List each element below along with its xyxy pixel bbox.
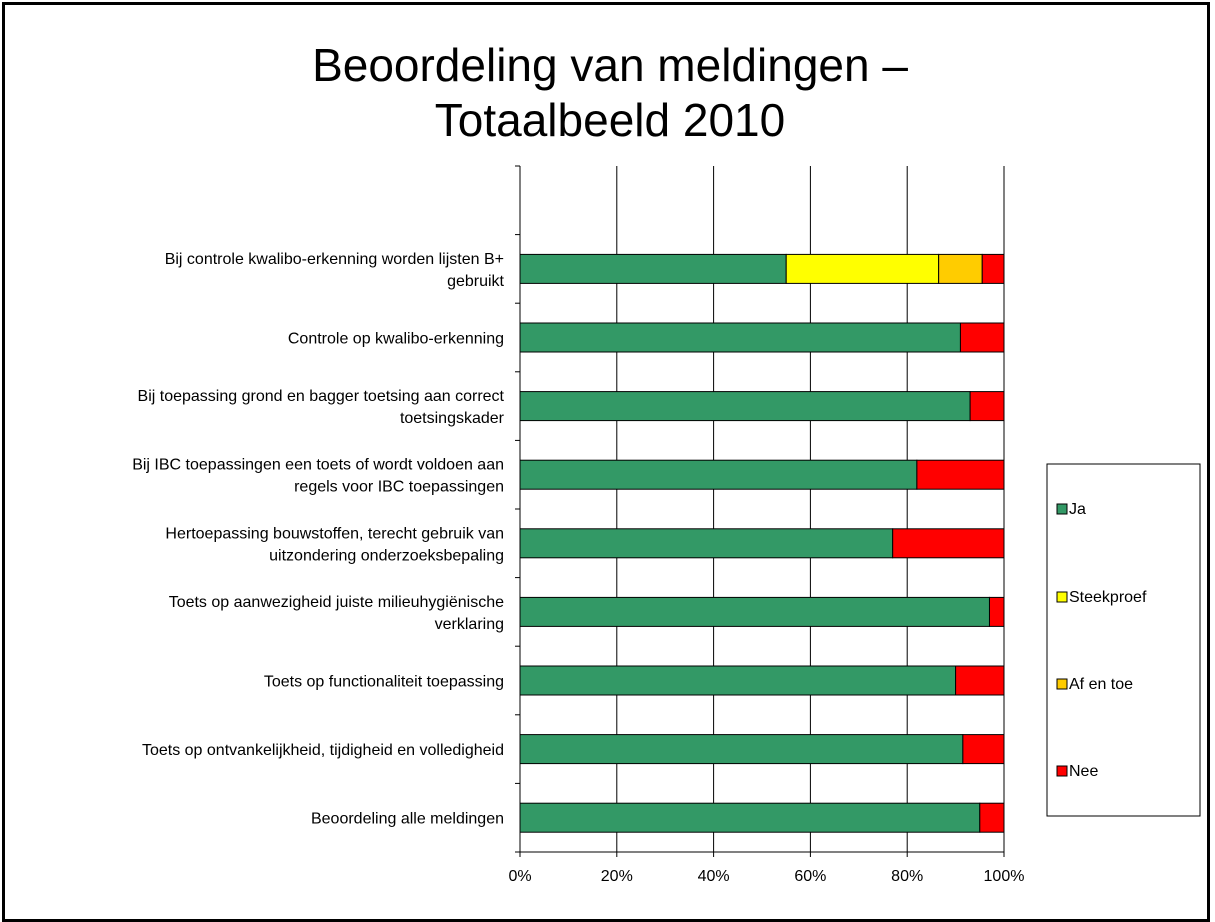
x-tick-label: 60% [794,868,826,885]
chart-title: Beoordeling van meldingen – Totaalbeeld … [180,38,1040,148]
bar-segment-ja [519,802,981,833]
x-tick-label: 80% [891,868,923,885]
category-label-line: Bij IBC toepassingen een toets of wordt … [132,457,504,474]
category-label-line: Bij controle kwalibo-erkenning worden li… [165,251,504,268]
category-label-line: verklaring [435,616,504,633]
x-tick-label: 40% [698,868,730,885]
category-label: Controle op kwalibo-erkenning [288,331,504,348]
bar-segment-nee [988,596,1005,627]
category-label: Bij toepassing grond en bagger toetsing … [138,388,505,427]
legend-swatch-ja [1056,503,1068,515]
legend-swatch-steekproef [1056,591,1068,603]
category-label-line: uitzondering onderzoeksbepaling [269,547,504,564]
bar-segment-nee [979,802,1005,833]
category-label: Toets op aanwezigheid juiste milieuhygië… [169,594,504,633]
category-label: Toets op functionaliteit toepassing [264,674,504,691]
bar-segment-ja [519,391,971,422]
x-tick-label: 0% [508,868,531,885]
category-label: Hertoepassing bouwstoffen, terecht gebru… [165,525,504,564]
bar-segment-ja [519,734,964,765]
category-label: Toets op ontvankelijkheid, tijdigheid en… [142,742,504,759]
bar-segment-ja [519,459,918,490]
category-label-line: Controle op kwalibo-erkenning [288,331,504,348]
bar-segment-ja [519,322,961,353]
category-label: Bij IBC toepassingen een toets of wordt … [132,457,504,496]
bar-segment-nee [916,459,1005,490]
legend-box [1046,463,1201,817]
bar-segment-af-en-toe [938,253,983,284]
bar-segment-nee [892,528,1005,559]
category-label-line: regels voor IBC toepassingen [294,479,504,496]
x-tick-label: 100% [984,868,1025,885]
legend-label-nee: Nee [1069,763,1098,780]
category-label-line: Hertoepassing bouwstoffen, terecht gebru… [165,525,504,542]
bar-segment-steekproef [785,253,940,284]
category-label-line: Toets op ontvankelijkheid, tijdigheid en… [142,742,504,759]
category-label-line: Toets op aanwezigheid juiste milieuhygië… [169,594,504,611]
bar-segment-ja [519,253,787,284]
bar-segment-nee [955,665,1005,696]
x-tick-label: 20% [601,868,633,885]
bar-segment-nee [962,734,1005,765]
category-label: Beoordeling alle meldingen [311,811,504,828]
category-label-line: Bij toepassing grond en bagger toetsing … [138,388,505,405]
legend-label-steekproef: Steekproef [1069,589,1147,606]
bar-segment-nee [969,391,1005,422]
bar-segment-ja [519,596,990,627]
bar-segment-ja [519,528,894,559]
legend-label-ja: Ja [1069,501,1086,518]
category-label: Bij controle kwalibo-erkenning worden li… [165,251,505,290]
bar-segment-nee [959,322,1005,353]
category-label-line: Beoordeling alle meldingen [311,811,504,828]
bar-segment-ja [519,665,957,696]
legend-label-af-en-toe: Af en toe [1069,676,1133,693]
chart-title-line-2: Totaalbeeld 2010 [434,94,786,146]
category-label-line: toetsingskader [400,410,505,427]
bar-segment-nee [981,253,1005,284]
chart-title-line-1: Beoordeling van meldingen – [312,39,908,91]
category-label-line: Toets op functionaliteit toepassing [264,674,504,691]
category-label-line: gebruikt [447,273,504,290]
legend-swatch-nee [1056,765,1068,777]
legend-swatch-af-en-toe [1056,678,1068,690]
